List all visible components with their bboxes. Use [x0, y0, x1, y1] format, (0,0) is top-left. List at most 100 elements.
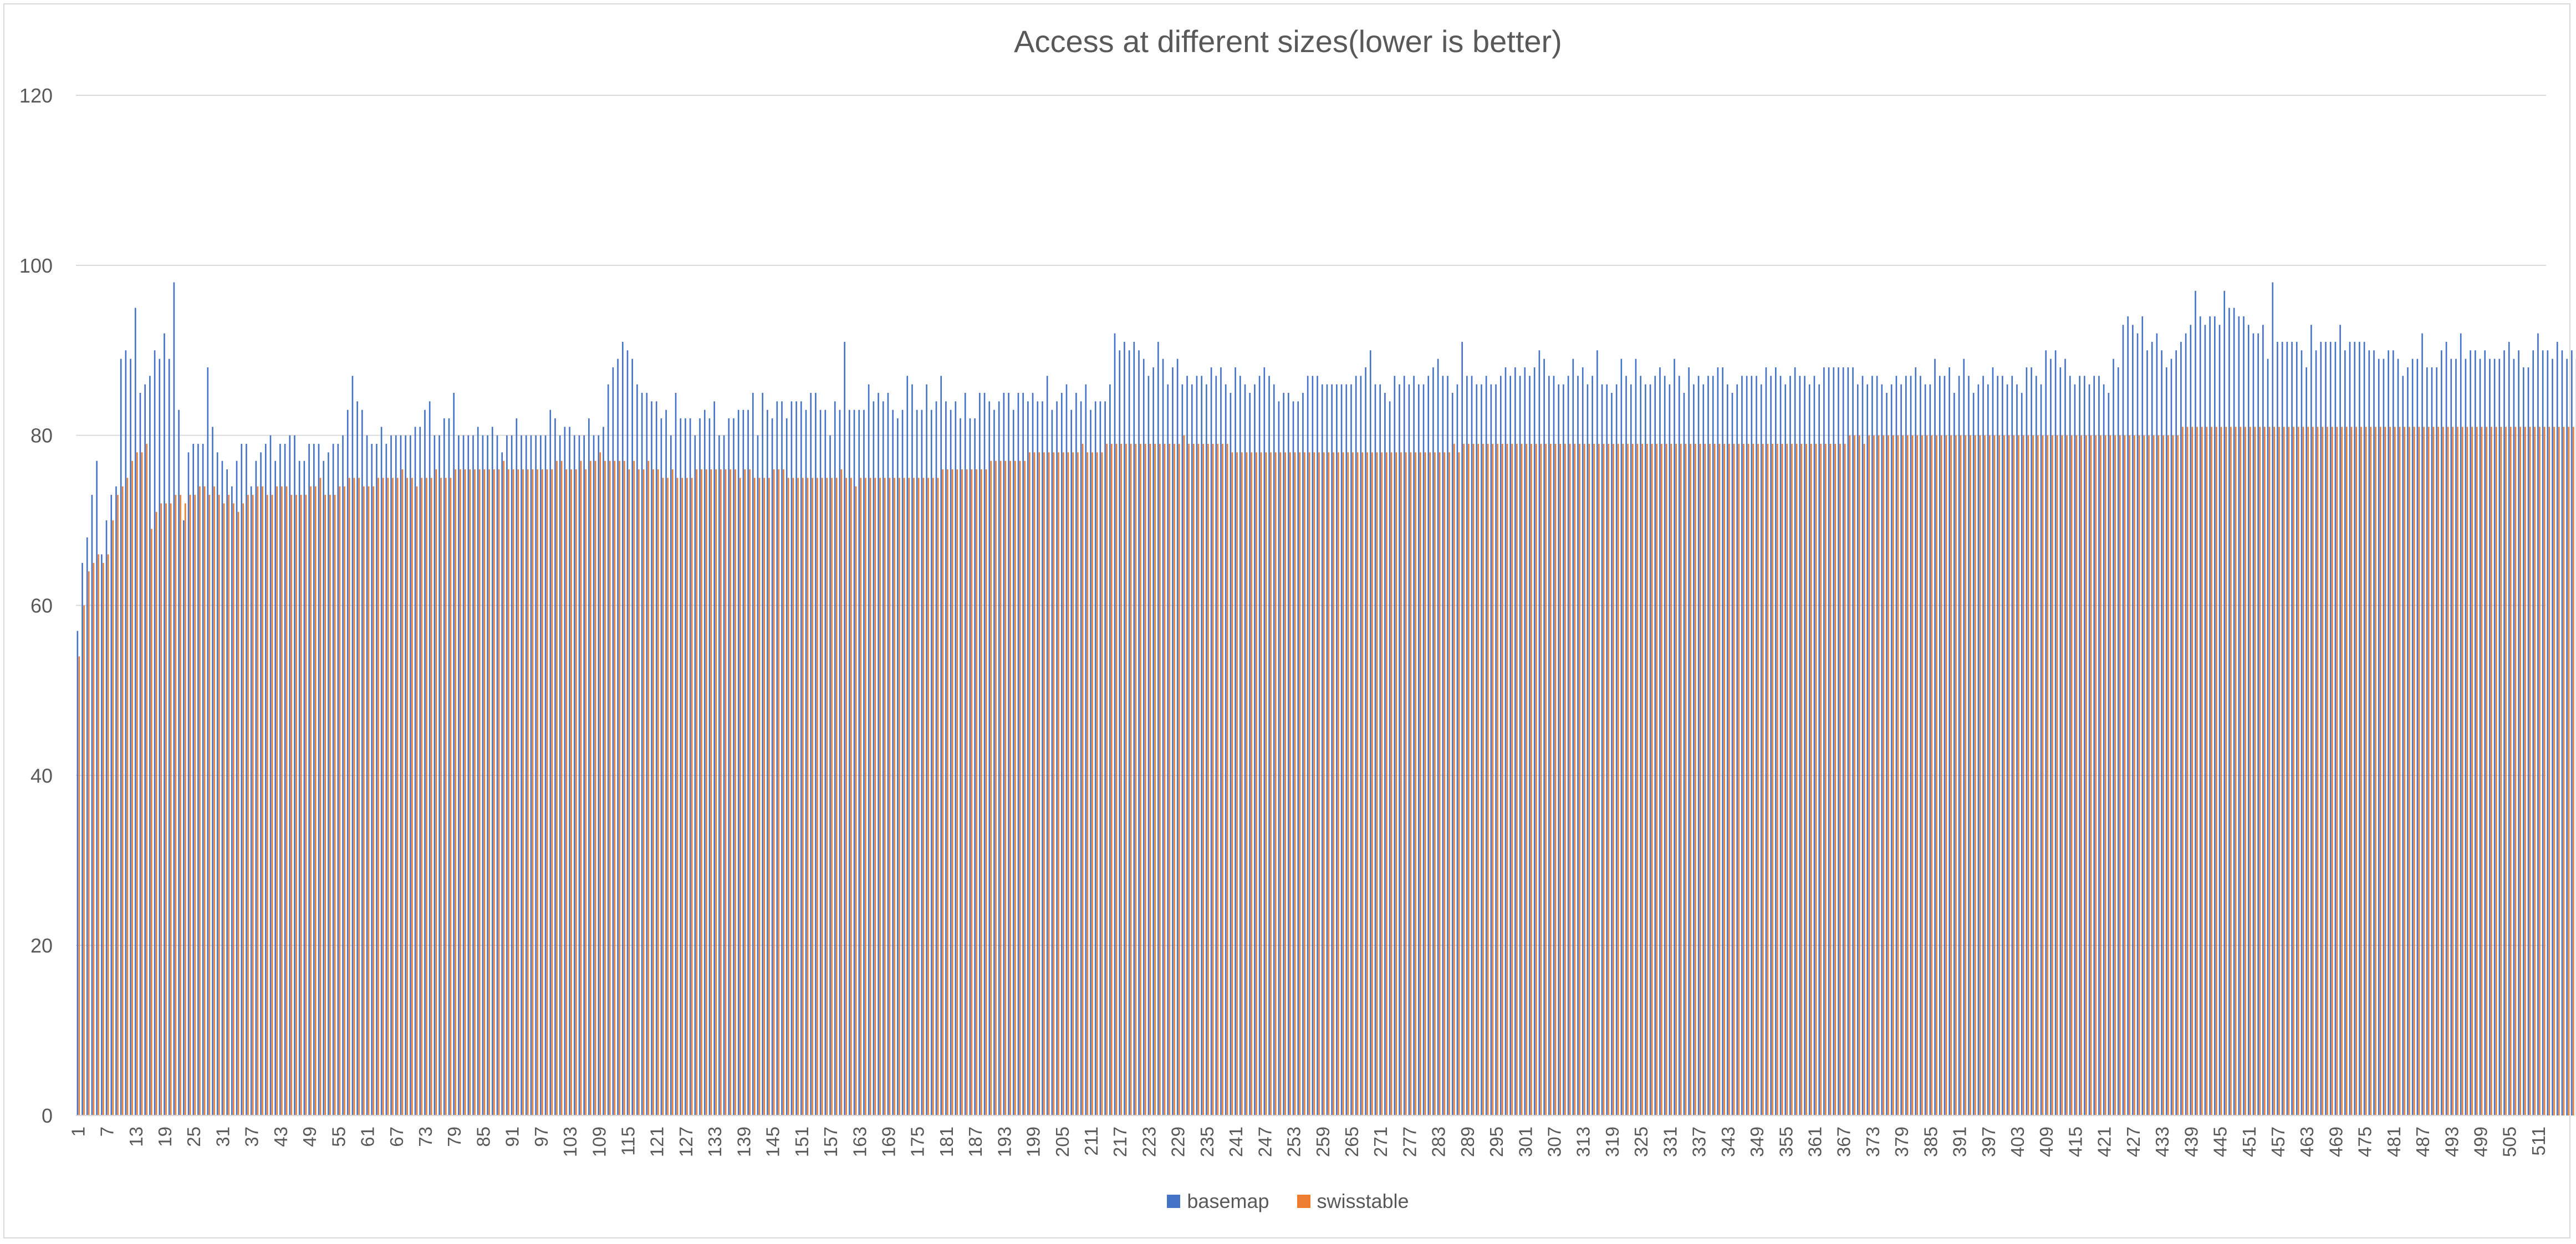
bar-basemap — [935, 401, 937, 1115]
bar-swisstable — [1772, 444, 1773, 1115]
bar-basemap — [2465, 359, 2467, 1115]
bar-basemap — [1727, 384, 1728, 1115]
bar-swisstable — [1651, 444, 1653, 1115]
bar-basemap — [2349, 341, 2351, 1116]
bar-basemap — [1399, 384, 1400, 1115]
bar-basemap — [366, 435, 368, 1116]
bar-basemap — [1456, 384, 1458, 1115]
bar-basemap — [1437, 359, 1439, 1115]
bar-basemap — [2122, 325, 2124, 1115]
bar-swisstable — [1554, 444, 1557, 1115]
bar-swisstable — [1304, 452, 1305, 1115]
bar-basemap — [2470, 350, 2471, 1115]
bar-swisstable — [2268, 427, 2271, 1115]
bar-basemap — [1900, 384, 1902, 1115]
bar-swisstable — [1921, 435, 1923, 1116]
bar-swisstable — [1825, 444, 1827, 1115]
bar-basemap — [1968, 376, 1970, 1115]
bar-basemap — [173, 282, 175, 1115]
bar-basemap — [2460, 333, 2462, 1115]
bar-basemap — [134, 308, 136, 1115]
x-tick-label: 31 — [212, 1127, 233, 1147]
bar-swisstable — [233, 503, 234, 1115]
bar-swisstable — [1482, 444, 1484, 1115]
y-tick-label: 80 — [30, 424, 53, 447]
bar-swisstable — [2297, 427, 2299, 1115]
bar-basemap — [2359, 341, 2360, 1116]
bar-swisstable — [78, 656, 80, 1115]
bar-basemap — [2334, 341, 2337, 1116]
bar-swisstable — [1680, 444, 1682, 1115]
bar-basemap — [1128, 350, 1130, 1115]
bar-basemap — [2513, 359, 2515, 1115]
bar-basemap — [1331, 384, 1333, 1115]
bar-swisstable — [455, 469, 457, 1115]
bar-swisstable — [787, 478, 789, 1116]
bar-basemap — [887, 392, 889, 1116]
bar-swisstable — [1791, 444, 1793, 1115]
bar-basemap — [2132, 325, 2134, 1115]
bar-basemap — [1114, 333, 1116, 1115]
bar-basemap — [1133, 341, 1135, 1116]
bar-basemap — [603, 427, 604, 1115]
bar-swisstable — [1270, 452, 1272, 1115]
bar-swisstable — [701, 469, 702, 1115]
bar-swisstable — [1859, 435, 1860, 1116]
bar-swisstable — [1062, 452, 1064, 1115]
bar-swisstable — [1192, 444, 1195, 1115]
bar-swisstable — [1251, 452, 1253, 1115]
bar-swisstable — [2461, 427, 2463, 1115]
bar-swisstable — [88, 571, 90, 1115]
bar-swisstable — [1347, 452, 1349, 1115]
bar-swisstable — [1352, 452, 1354, 1115]
bar-swisstable — [2543, 427, 2546, 1115]
bar-basemap — [1948, 367, 1950, 1116]
bar-basemap — [1563, 384, 1564, 1115]
bar-basemap — [1365, 367, 1366, 1116]
bar-swisstable — [817, 478, 818, 1116]
bar-swisstable — [223, 503, 225, 1115]
bar-swisstable — [1588, 444, 1590, 1115]
bar-swisstable — [951, 469, 953, 1115]
bar-basemap — [2542, 350, 2544, 1115]
bar-swisstable — [2399, 427, 2401, 1115]
chart-title: Access at different sizes(lower is bette… — [1014, 24, 1562, 59]
x-tick-label: 61 — [358, 1127, 378, 1147]
bar-basemap — [2088, 384, 2090, 1115]
bar-basemap — [1389, 401, 1391, 1115]
bar-swisstable — [1781, 444, 1783, 1115]
bar-basemap — [955, 401, 957, 1115]
bar-swisstable — [1434, 452, 1436, 1115]
x-tick-label: 421 — [2094, 1127, 2115, 1157]
bar-basemap — [467, 435, 470, 1116]
bar-basemap — [988, 401, 991, 1115]
bar-basemap — [2305, 367, 2307, 1116]
bar-swisstable — [1661, 444, 1662, 1115]
bar-basemap — [1060, 392, 1063, 1116]
bar-swisstable — [1226, 444, 1228, 1115]
bar-basemap — [356, 401, 358, 1115]
bar-swisstable — [850, 478, 852, 1116]
x-tick-label: 397 — [1978, 1127, 1999, 1157]
bar-swisstable — [2331, 427, 2333, 1115]
bar-swisstable — [619, 460, 620, 1116]
bar-swisstable — [1154, 444, 1156, 1115]
bar-basemap — [342, 435, 344, 1116]
bar-swisstable — [2225, 427, 2227, 1115]
bar-swisstable — [1984, 435, 1986, 1116]
bar-basemap — [419, 427, 421, 1115]
bar-basemap — [1818, 384, 1820, 1115]
bar-basemap — [1987, 384, 1989, 1115]
bar-basemap — [1142, 359, 1145, 1115]
bar-basemap — [207, 367, 209, 1116]
bar-swisstable — [2027, 435, 2029, 1116]
bar-swisstable — [2080, 435, 2082, 1116]
bar-basemap — [1765, 367, 1767, 1116]
bar-basemap — [641, 392, 643, 1116]
bar-swisstable — [503, 460, 505, 1116]
bar-swisstable — [614, 460, 616, 1116]
bar-basemap — [2214, 316, 2216, 1115]
bar-basemap — [2436, 367, 2437, 1116]
bar-swisstable — [1410, 452, 1412, 1115]
bar-basemap — [1582, 367, 1584, 1116]
